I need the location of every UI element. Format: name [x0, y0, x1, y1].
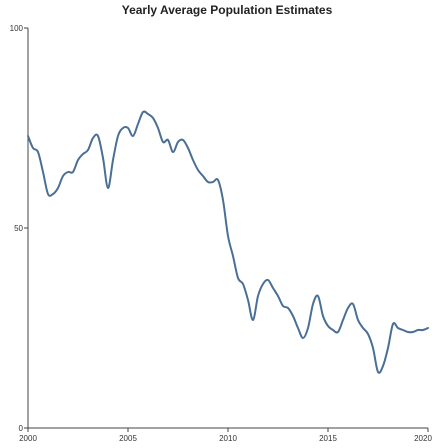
- y-tick-label: 50: [14, 224, 23, 233]
- series-layer: [27, 110, 429, 374]
- y-tick-label: 0: [19, 424, 24, 433]
- chart-title: Yearly Average Population Estimates: [122, 3, 333, 17]
- x-tick-label: 2010: [219, 434, 237, 443]
- x-tick-label: 2020: [414, 434, 432, 443]
- y-tick-label: 100: [10, 24, 24, 33]
- series-line: [27, 110, 429, 374]
- axes: 0 50 100 2000 2005 2010 2015 2020: [10, 24, 433, 443]
- x-tick-label: 2005: [119, 434, 137, 443]
- x-tick-label: 2015: [319, 434, 337, 443]
- x-tick-label: 2000: [19, 434, 37, 443]
